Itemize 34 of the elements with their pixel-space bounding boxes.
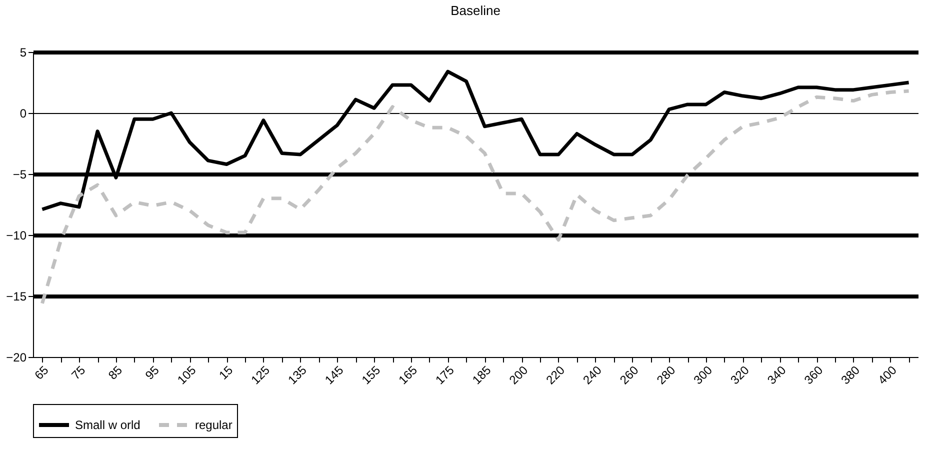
x-tick-label: 320 [728, 362, 752, 388]
x-tick-label: 220 [543, 362, 568, 388]
x-tick-label: 200 [506, 362, 531, 388]
y-tick-label: 5 [20, 46, 27, 60]
x-tick-label: 145 [322, 362, 346, 388]
y-tick-label: −5 [12, 168, 27, 182]
x-tick-label: 155 [359, 362, 384, 388]
chart-title: Baseline [450, 3, 500, 18]
x-tick-label: 185 [470, 362, 494, 388]
x-tick-label: 135 [285, 362, 310, 388]
x-tick-label: 260 [617, 362, 642, 388]
y-tick-label: 0 [20, 106, 27, 120]
x-tick-label: 360 [802, 362, 826, 388]
x-tick-label: 15 [216, 362, 236, 382]
x-tick-label: 125 [248, 362, 273, 388]
x-tick-label: 85 [106, 362, 126, 382]
y-tick-label: −10 [6, 228, 27, 242]
x-tick-label: 95 [142, 362, 162, 382]
y-tick-label: −20 [6, 350, 27, 364]
x-tick-label: 105 [174, 362, 199, 388]
x-tick-label: 75 [68, 362, 88, 382]
x-tick-label: 65 [32, 362, 52, 382]
x-tick-label: 175 [432, 362, 458, 388]
x-tick-label: 240 [580, 362, 605, 388]
x-tick-label: 340 [764, 362, 789, 388]
legend-label: Small w orld [75, 418, 140, 432]
x-tick-label: 280 [654, 362, 678, 388]
legend-label: regular [195, 418, 232, 432]
x-tick-label: 380 [838, 362, 863, 388]
x-tick-label: 300 [690, 362, 716, 388]
x-tick-label: 400 [875, 362, 900, 388]
x-tick-label: 165 [396, 362, 420, 388]
line-series [40, 89, 911, 306]
y-tick-label: −15 [6, 290, 27, 304]
